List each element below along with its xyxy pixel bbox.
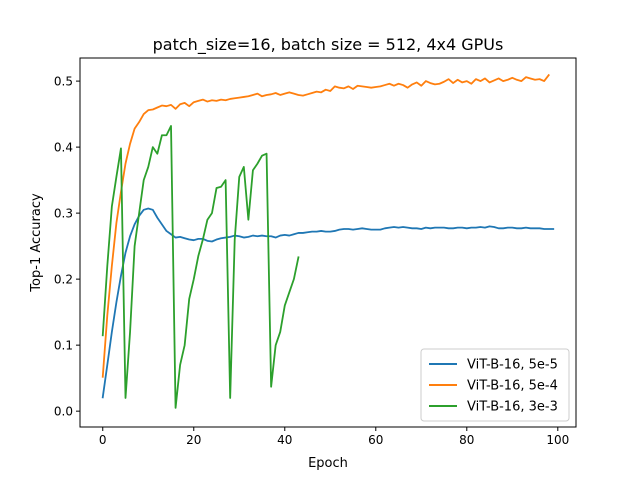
x-tick-label: 40 — [277, 433, 292, 447]
x-axis-ticks: 0 20 40 60 80 100 — [99, 427, 569, 447]
y-tick-label: 0.4 — [54, 140, 73, 154]
x-tick-label: 100 — [546, 433, 569, 447]
legend: ViT-B-16, 5e-5 ViT-B-16, 5e-4 ViT-B-16, … — [420, 348, 570, 422]
x-tick-label: 80 — [459, 433, 474, 447]
y-axis-ticks: 0.0 0.1 0.2 0.3 0.4 0.5 — [54, 74, 80, 418]
y-tick-label: 0.5 — [54, 74, 73, 88]
x-tick-label: 60 — [368, 433, 383, 447]
legend-label-2: ViT-B-16, 5e-4 — [467, 379, 558, 394]
series-lines — [101, 73, 555, 409]
series-line-1 — [101, 207, 555, 399]
x-axis-label: Epoch — [308, 456, 348, 471]
y-tick-label: 0.2 — [54, 272, 73, 286]
chart-title: patch_size=16, batch size = 512, 4x4 GPU… — [153, 35, 504, 55]
series-line-3 — [101, 125, 300, 409]
series-line-2 — [101, 73, 550, 378]
legend-label-1: ViT-B-16, 5e-5 — [467, 358, 558, 373]
y-tick-label: 0.3 — [54, 206, 73, 220]
axes-frame — [79, 57, 577, 428]
legend-label-3: ViT-B-16, 3e-3 — [467, 400, 558, 415]
y-axis-label: Top-1 Accuracy — [29, 193, 44, 293]
y-tick-label: 0.1 — [54, 338, 73, 352]
y-tick-label: 0.0 — [54, 404, 73, 418]
legend-frame — [420, 348, 570, 422]
plot-area — [79, 57, 577, 428]
x-tick-label: 20 — [186, 433, 201, 447]
x-tick-label: 0 — [99, 433, 107, 447]
